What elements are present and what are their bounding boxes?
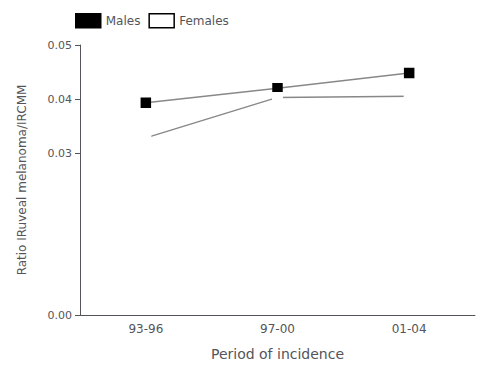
svg-text:0.03: 0.03: [48, 147, 73, 160]
svg-text:Males: Males: [106, 14, 141, 28]
svg-text:Ratio IRuveal melanoma/IRCMM: Ratio IRuveal melanoma/IRCMM: [15, 85, 29, 276]
svg-text:0.05: 0.05: [48, 39, 73, 52]
svg-text:97-00: 97-00: [260, 322, 295, 336]
svg-text:93-96: 93-96: [128, 322, 163, 336]
svg-text:Period of incidence: Period of incidence: [211, 346, 344, 362]
svg-text:01-04: 01-04: [392, 322, 427, 336]
svg-text:0.00: 0.00: [48, 309, 73, 322]
svg-text:0.04: 0.04: [48, 93, 73, 106]
svg-text:Females: Females: [179, 14, 229, 28]
